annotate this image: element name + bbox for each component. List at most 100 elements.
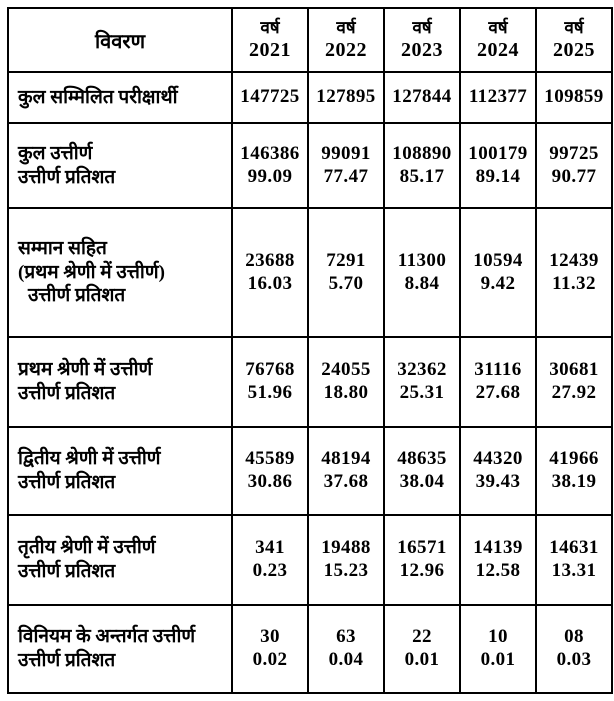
year-number: 2024	[477, 38, 519, 61]
value-line: 0.23	[252, 560, 288, 581]
value-line: 11300	[397, 249, 447, 271]
value-cell: 08 0.03	[535, 604, 613, 694]
year-word: वर्ष	[260, 18, 280, 38]
year-header-cell: वर्ष 2024	[459, 7, 537, 73]
row-label-line: विनियम के अन्तर्गत उत्तीर्ण	[18, 626, 196, 648]
value-cell: 108890 85.17	[383, 122, 461, 209]
value-line: 27.92	[551, 382, 597, 403]
table-header: विवरण वर्ष 2021 वर्ष 2022 वर्ष 2023 वर्ष 2024 वर…	[7, 7, 613, 73]
value-cell: 99091 77.47	[307, 122, 385, 209]
value-line: 44320	[473, 448, 523, 470]
year-number: 2025	[553, 38, 595, 61]
year-word: वर्ष	[564, 18, 584, 38]
value-line: 8.84	[404, 272, 440, 294]
value-cell: 99725 90.77	[535, 122, 613, 209]
value-line: 0.02	[252, 649, 288, 670]
value-cell: 31116 27.68	[459, 336, 537, 428]
row-label-cell: कुल सम्मिलित परीक्षार्थी	[7, 71, 233, 124]
value-cell: 127895	[307, 71, 385, 124]
row-label-cell: प्रथम श्रेणी में उत्तीर्ण उत्तीर्ण प्रतिश…	[7, 336, 233, 428]
details-header-cell: विवरण	[7, 7, 233, 73]
value-line: 11.32	[552, 272, 596, 294]
value-line: 0.01	[480, 649, 516, 670]
value-line: 89.14	[475, 165, 521, 187]
value-cell: 146386 99.09	[231, 122, 309, 209]
value-cell: 100179 89.14	[459, 122, 537, 209]
value-cell: 63 0.04	[307, 604, 385, 694]
value-cell: 12439 11.32	[535, 207, 613, 338]
value-line: 16.03	[247, 272, 293, 294]
row-label-line: तृतीय श्रेणी में उत्तीर्ण	[18, 537, 156, 559]
row-label-line: द्वितीय श्रेणी में उत्तीर्ण	[18, 448, 161, 470]
value-cell: 22 0.01	[383, 604, 461, 694]
value-line: 100179	[468, 142, 528, 164]
row-label-line: उत्तीर्ण प्रतिशत	[28, 285, 126, 307]
value-line: 48635	[397, 448, 447, 470]
value-line: 12.58	[475, 560, 521, 581]
year-number: 2022	[325, 38, 367, 61]
table-row: कुल उत्तीर्ण उत्तीर्ण प्रतिशत 146386 99.09 9…	[7, 122, 613, 209]
year-header-cell: वर्ष 2025	[535, 7, 613, 73]
value-cell: 76768 51.96	[231, 336, 309, 428]
value-line: 341	[255, 537, 285, 559]
table-row: प्रथम श्रेणी में उत्तीर्ण उत्तीर्ण प्रतिश…	[7, 336, 613, 428]
value-line: 14631	[549, 537, 599, 559]
value-line: 9.42	[480, 272, 516, 294]
value-line: 30681	[549, 359, 599, 381]
value-line: 99725	[549, 142, 599, 164]
table-row: द्वितीय श्रेणी में उत्तीर्ण उत्तीर्ण प्रत…	[7, 426, 613, 516]
value-line: 90.77	[551, 165, 597, 187]
row-label-line: कुल सम्मिलित परीक्षार्थी	[18, 86, 178, 108]
details-header-label: विवरण	[94, 30, 146, 53]
value-cell: 48635 38.04	[383, 426, 461, 516]
year-number: 2021	[249, 38, 291, 61]
value-line: 38.19	[551, 471, 597, 492]
value-line: 22	[412, 626, 432, 648]
value-line: 37.68	[323, 471, 369, 492]
value-cell: 147725	[231, 71, 309, 124]
value-line: 08	[564, 626, 584, 648]
row-label-cell: सम्मान सहित (प्रथम श्रेणी में उत्तीर्ण) उत…	[7, 207, 233, 338]
value-line: 109859	[544, 86, 604, 108]
value-line: 0.04	[328, 649, 364, 670]
value-line: 7291	[326, 249, 366, 271]
value-line: 41966	[549, 448, 599, 470]
year-word: वर्ष	[488, 18, 508, 38]
value-cell: 10 0.01	[459, 604, 537, 694]
value-line: 16571	[397, 537, 447, 559]
table-row: तृतीय श्रेणी में उत्तीर्ण उत्तीर्ण प्रतिश…	[7, 514, 613, 606]
value-line: 10	[488, 626, 508, 648]
value-line: 31116	[474, 359, 522, 381]
value-line: 15.23	[323, 560, 369, 581]
table-row: विनियम के अन्तर्गत उत्तीर्ण उत्तीर्ण प्रत…	[7, 604, 613, 694]
row-label-cell: तृतीय श्रेणी में उत्तीर्ण उत्तीर्ण प्रतिश…	[7, 514, 233, 606]
value-line: 77.47	[323, 165, 369, 187]
value-line: 99.09	[247, 165, 293, 187]
table-row: सम्मान सहित (प्रथम श्रेणी में उत्तीर्ण) उत…	[7, 207, 613, 338]
year-word: वर्ष	[412, 18, 432, 38]
value-line: 51.96	[247, 382, 293, 403]
row-label-line: सम्मान सहित	[18, 237, 107, 259]
value-line: 108890	[392, 142, 452, 164]
value-line: 48194	[321, 448, 371, 470]
value-line: 147725	[240, 86, 300, 108]
value-line: 27.68	[475, 382, 521, 403]
value-cell: 16571 12.96	[383, 514, 461, 606]
table-body: कुल सम्मिलित परीक्षार्थी 147725 127895 1278…	[7, 71, 613, 694]
value-cell: 341 0.23	[231, 514, 309, 606]
row-label-line: उत्तीर्ण प्रतिशत	[18, 383, 116, 404]
value-line: 112377	[468, 86, 528, 108]
table-row: कुल सम्मिलित परीक्षार्थी 147725 127895 1278…	[7, 71, 613, 124]
value-cell: 11300 8.84	[383, 207, 461, 338]
value-cell: 45589 30.86	[231, 426, 309, 516]
row-label-line: कुल उत्तीर्ण	[18, 142, 93, 164]
value-line: 0.01	[404, 649, 440, 670]
row-label-line: उत्तीर्ण प्रतिशत	[18, 166, 116, 188]
row-label-line: (प्रथम श्रेणी में उत्तीर्ण)	[18, 261, 165, 283]
value-line: 76768	[245, 359, 295, 381]
row-label-cell: विनियम के अन्तर्गत उत्तीर्ण उत्तीर्ण प्रत…	[7, 604, 233, 694]
value-line: 127895	[316, 86, 376, 108]
value-line: 18.80	[323, 382, 369, 403]
value-cell: 10594 9.42	[459, 207, 537, 338]
